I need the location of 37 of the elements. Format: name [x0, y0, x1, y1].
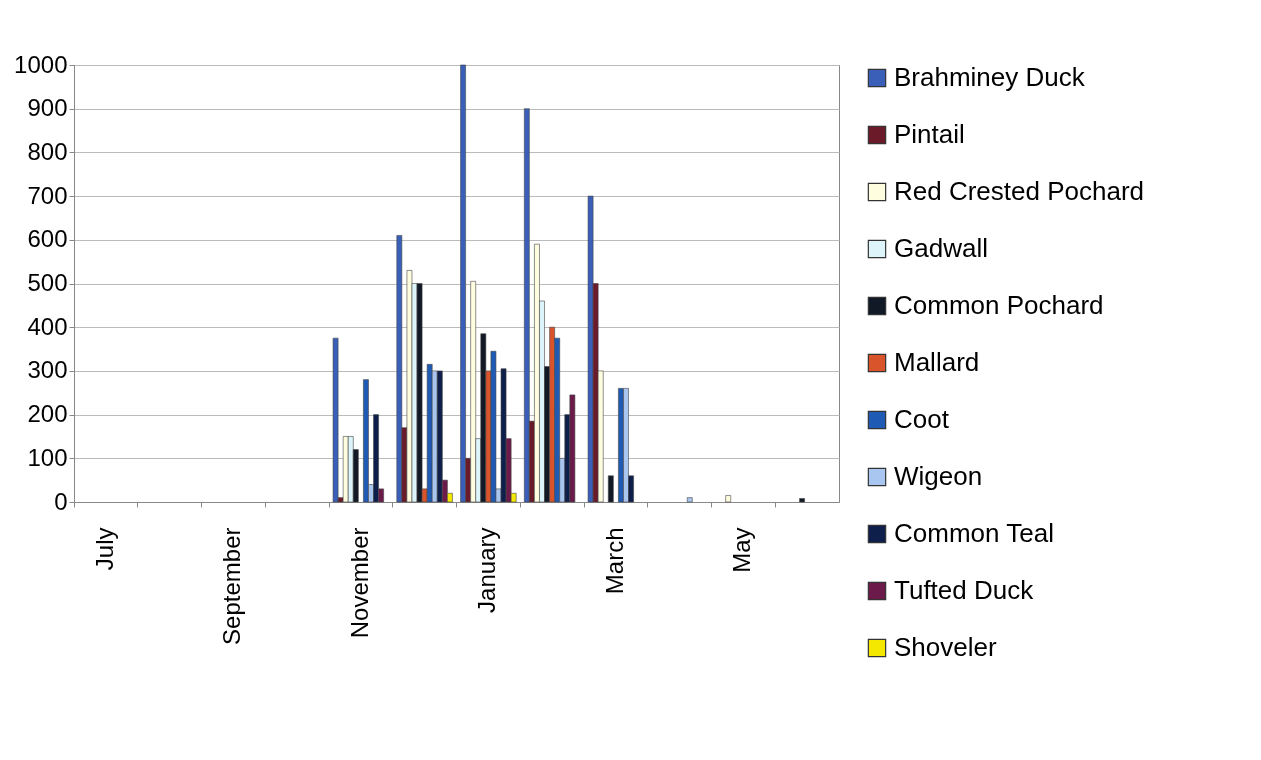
legend-label: Mallard	[894, 347, 980, 377]
legend-label: Wigeon	[894, 461, 983, 491]
bar	[396, 235, 403, 503]
legend-label: Gadwall	[894, 233, 988, 263]
x-tick-label: July	[90, 527, 118, 571]
legend-label: Pintail	[894, 119, 965, 149]
x-tick-label: November	[345, 527, 373, 639]
x-tick-label: September	[218, 527, 246, 645]
y-tick-label: 700	[27, 181, 68, 209]
bar	[460, 64, 466, 503]
y-tick-label: 600	[27, 225, 68, 253]
legend-label: Red Crested Pochard	[894, 176, 1145, 206]
y-tick-label: 900	[27, 94, 68, 122]
bar	[799, 498, 805, 503]
y-tick-label: 1000	[14, 50, 68, 78]
y-tick-label: 400	[27, 312, 68, 340]
y-tick-label: 0	[54, 487, 68, 515]
bar	[524, 108, 530, 503]
x-tick-label: January	[473, 527, 501, 613]
legend-label: Common Pochard	[894, 290, 1104, 320]
legend-label: Shoveler	[894, 632, 997, 662]
legend-label: Coot	[894, 404, 950, 434]
bar	[363, 379, 369, 503]
bar	[607, 475, 614, 503]
legend-label: Common Teal	[894, 518, 1054, 548]
y-tick-label: 800	[27, 137, 68, 165]
y-tick-label: 300	[27, 356, 68, 384]
y-tick-label: 100	[27, 443, 68, 471]
bar	[725, 495, 732, 503]
y-tick-label: 200	[27, 400, 68, 428]
bar	[686, 497, 693, 503]
x-tick-label: May	[728, 527, 756, 573]
legend-label: Tufted Duck	[894, 575, 1035, 605]
bar	[332, 337, 339, 503]
x-tick-label: March	[600, 527, 628, 595]
y-tick-label: 500	[27, 269, 68, 296]
legend-label: Brahminey Duck	[894, 62, 1086, 92]
